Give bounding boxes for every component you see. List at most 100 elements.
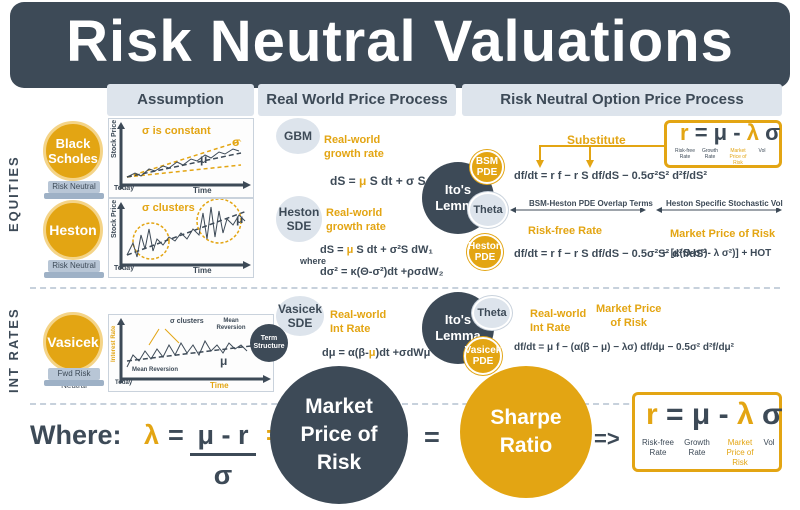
formula-bottom-cap-mu: Growth Rate <box>684 438 710 457</box>
arrowhead-2 <box>586 160 594 168</box>
y-arrow <box>117 202 125 209</box>
implies-arrow: => <box>594 426 620 451</box>
bs-sigma-label: σ <box>232 135 241 149</box>
mean-line <box>126 344 260 362</box>
chart-vasicek <box>108 314 274 392</box>
vasicek-y-axis-label: Interest Rate <box>111 325 117 362</box>
cluster-pointer-2 <box>164 328 180 344</box>
formula-top: r = μ - λ σ <box>680 120 780 146</box>
gbm-eq-pre: dS = <box>330 174 360 188</box>
x-arrow <box>243 181 251 189</box>
chart-black-scholes <box>108 118 254 198</box>
heston-x-axis-label: Time <box>193 266 212 275</box>
formula-bottom-cap-sigma: Vol <box>763 438 775 447</box>
specific-arrow-right <box>776 207 782 213</box>
overlap-arrow-left <box>510 207 516 213</box>
heston-where-label: where <box>300 256 327 266</box>
formula-top-mu: μ <box>713 120 728 145</box>
term-structure-badge: Term Structure <box>250 324 288 362</box>
side-label-equities: EQUITIES <box>6 155 21 232</box>
divider-equities-rates <box>30 287 780 289</box>
x-arrow <box>243 261 251 269</box>
mpr-line2: Price of <box>300 423 378 446</box>
pedestal-base-heston <box>44 272 104 278</box>
heston-sde-line2: SDE <box>286 219 312 233</box>
model-heston: Heston <box>43 200 103 260</box>
bs-mu-label: μ <box>200 152 208 166</box>
gbm-note-line2: growth rate <box>324 148 384 160</box>
y-arrow <box>117 318 125 325</box>
bs-x-axis-label: Time <box>193 186 212 195</box>
x-arrow <box>263 375 271 383</box>
heston-sigma-clusters-note: σ clusters <box>142 202 195 214</box>
chart-heston <box>108 198 254 278</box>
cluster-1 <box>132 222 170 260</box>
heston-rw-note: Real-world growth rate <box>326 206 386 234</box>
heston-eq1-post: S dt + σ²S dW₁ <box>353 244 433 256</box>
heston-pde-tail: − [κ(Θ-σ²)- λ σ²)] + HOT <box>662 248 772 259</box>
formula-box-bottom <box>632 392 782 472</box>
chart-vasicek-svg <box>117 318 271 383</box>
heston-rw-note-line2: growth rate <box>326 221 386 233</box>
price-path <box>126 206 246 258</box>
vasicek-sde-line1: Vasicek <box>277 302 323 316</box>
rn-mpr-line2: of Risk <box>610 317 648 329</box>
vasicek-rw-note: Real-world Int Rate <box>330 308 386 336</box>
gbm-eq-mu: μ <box>359 174 367 188</box>
bs-y-axis-label: Stock Price <box>111 119 118 158</box>
substitute-arrow <box>536 145 666 168</box>
formula-bottom-cap-r: Risk-free Rate <box>641 438 674 457</box>
price-path <box>126 148 240 178</box>
lower-band <box>126 164 242 178</box>
theta-badge-rates: Theta <box>472 296 512 330</box>
vasicek-mean-reversion-top: Mean Reversion <box>216 318 246 331</box>
formula-bottom-sigma: σ <box>761 398 783 431</box>
rate-path <box>126 339 248 368</box>
formula-top-eq: = <box>694 120 708 145</box>
vasicek-mu-label: μ <box>220 354 228 368</box>
pedestal-base-black-scholes <box>44 193 104 199</box>
rn-mpr-line1: Market Price <box>596 303 662 315</box>
heston-eq1-mu: μ <box>346 244 354 256</box>
where-label: Where: <box>30 420 122 450</box>
heston-sde-line1: Heston <box>278 205 320 219</box>
formula-top-sigma: σ <box>765 120 781 145</box>
heston-rw-note-line1: Real-world <box>326 207 383 219</box>
chart-heston-svg <box>117 198 251 269</box>
sharpe-ratio-circle: Sharpe Ratio <box>460 366 592 498</box>
lambda-equals: = <box>168 420 184 450</box>
page-title: Risk Neutral Valuations <box>66 9 734 74</box>
formula-top-minus: - <box>733 120 741 145</box>
formula-bottom: r = μ - λ σ <box>646 398 783 432</box>
formula-bottom-r: r <box>646 398 658 431</box>
model-vasicek: Vasicek <box>43 312 103 372</box>
bsm-pde-equation: df/dt = r f − r S df/dS − 0.5σ²S² d²f/dS… <box>514 170 708 182</box>
heston-sde-equation-2: dσ² = κ(Θ-σ²)dt +ρσdW₂ <box>320 266 444 278</box>
vasicek-sde-line2: SDE <box>287 316 313 330</box>
overlap-label: BSM-Heston PDE Overlap Terms <box>527 199 655 208</box>
formula-bottom-minus: - <box>718 398 729 431</box>
side-label-int-rates: INT RATES <box>6 307 21 393</box>
bs-origin-label: Today <box>114 185 135 192</box>
vasicek-eq-mu: μ <box>368 347 376 359</box>
fraction-denominator: σ <box>213 460 233 490</box>
gbm-note-line1: Real-world <box>324 134 381 146</box>
rn-real-world-int-rate: Real-world Int Rate <box>530 307 586 335</box>
heston-y-axis-label: Stock Price <box>111 199 118 238</box>
market-price-of-risk-circle: Market Price of Risk <box>270 366 408 504</box>
gbm-bubble: GBM <box>276 118 320 154</box>
heston-pde-badge: Heston PDE <box>467 234 503 270</box>
vasicek-sde-equation: dμ = α(β-μ)dt +σdWμ <box>322 347 430 359</box>
theta-badge-equities: Theta <box>468 192 508 228</box>
rn-real-world-line2: Int Rate <box>530 322 571 334</box>
formula-box-top <box>664 120 782 168</box>
formula-bottom-eq: = <box>666 398 684 431</box>
specific-arrow-left <box>656 207 662 213</box>
bsm-pde-badge: BSM PDE <box>470 150 504 184</box>
black-scholes-line2: Scholes <box>48 151 98 166</box>
formula-bottom-mu: μ <box>691 398 711 431</box>
mpr-line1: Market <box>305 395 373 418</box>
heston-eq1-pre: dS = <box>320 244 347 256</box>
title-banner <box>10 2 790 88</box>
vasicek-sigma-clusters-note: σ clusters <box>170 318 204 325</box>
